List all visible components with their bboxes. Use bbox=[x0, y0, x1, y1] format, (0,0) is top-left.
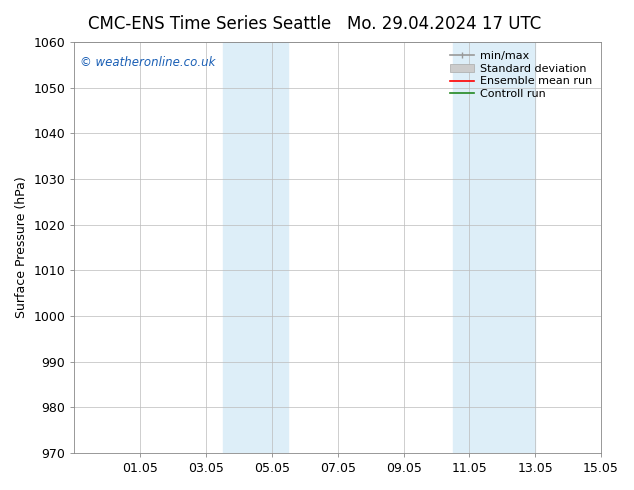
Bar bbox=[453, 42, 535, 453]
Y-axis label: Surface Pressure (hPa): Surface Pressure (hPa) bbox=[15, 176, 28, 318]
Legend: min/max, Standard deviation, Ensemble mean run, Controll run: min/max, Standard deviation, Ensemble me… bbox=[446, 48, 595, 102]
Text: Mo. 29.04.2024 17 UTC: Mo. 29.04.2024 17 UTC bbox=[347, 15, 541, 33]
Bar bbox=[223, 42, 288, 453]
Text: © weatheronline.co.uk: © weatheronline.co.uk bbox=[80, 56, 215, 70]
Text: CMC-ENS Time Series Seattle: CMC-ENS Time Series Seattle bbox=[87, 15, 331, 33]
